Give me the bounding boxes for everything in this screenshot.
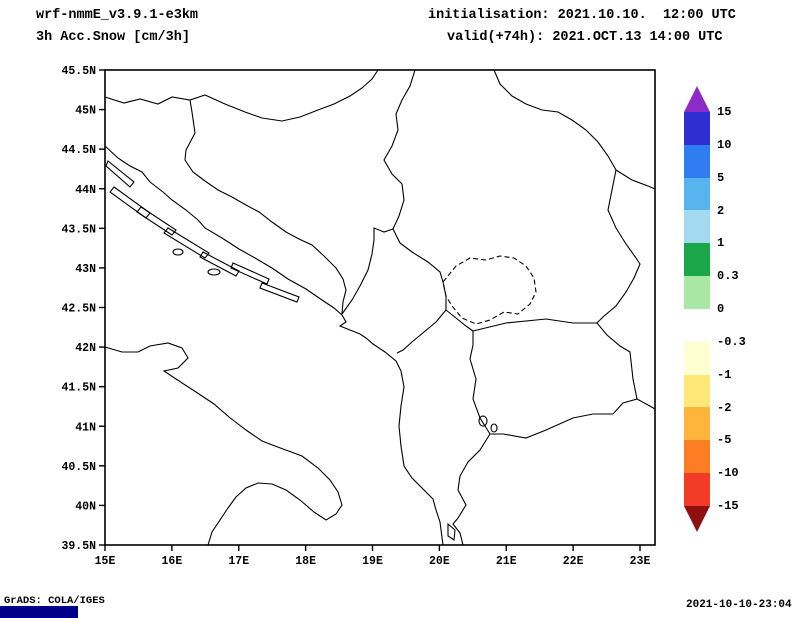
grads-credit: GrADS: COLA/IGES [4,595,105,607]
valid-time-label: valid(+74h): 2021.OCT.13 14:00 UTC [447,30,723,45]
border-kosovo [442,255,537,325]
colorbar-label: 2 [717,203,725,218]
coastline-italy [104,342,343,546]
border-serbia-east [493,69,641,324]
y-tick-label: 45.5N [61,65,96,78]
colorbar-label: 5 [717,170,725,185]
init-time-label: initialisation: 2021.10.10. 12:00 UTC [428,8,736,23]
x-tick-label: 17E [228,555,249,568]
x-tick-label: 15E [95,555,116,568]
island [259,282,300,303]
colorbar-segment [684,210,710,244]
grads-logo-bar [0,606,78,618]
y-tick-label: 45N [75,105,96,118]
colorbar-label: -10 [717,466,739,481]
island [230,262,270,285]
colorbar-label: -5 [717,433,732,448]
axis-ticks: 15E 16E 17E 18E 19E 20E 21E 22E 23E 45.5N 45N 44.5N… [61,65,650,568]
border-bosnia-west [184,99,347,315]
y-tick-label: 43.5N [61,223,96,236]
border-danube-east [615,169,656,190]
x-tick-label: 19E [362,555,383,568]
x-tick-label: 16E [162,555,183,568]
colorbar-segment [684,276,710,309]
x-tick-label: 20E [429,555,450,568]
island-corfu [447,522,456,541]
colorbar [684,86,710,532]
island [109,186,151,219]
lake [490,423,498,433]
y-tick-label: 41.5N [61,382,96,395]
colorbar-segment [684,144,710,178]
y-tick-label: 41N [75,421,96,434]
creation-timestamp: 2021-10-10-23:04 [686,599,792,611]
x-tick-label: 18E [295,555,316,568]
border-greece-east [636,398,656,410]
x-tick-label: 22E [563,555,584,568]
colorbar-segment [684,440,710,474]
y-tick-label: 39.5N [61,540,96,553]
x-tick-label: 21E [496,555,517,568]
island [163,227,210,259]
island [172,248,184,256]
colorbar-segment [684,473,710,506]
colorbar-label: 10 [717,137,732,152]
colorbar-segment [684,177,710,211]
colorbar-label: 0.3 [717,269,739,284]
y-tick-label: 44N [75,184,96,197]
y-tick-label: 44.5N [61,144,96,157]
y-tick-label: 43N [75,263,96,276]
island [105,160,135,188]
colorbar-segment [684,341,710,375]
colorbar-label: 0 [717,302,725,316]
island [136,206,177,236]
island [207,268,221,276]
colorbar-segment [684,374,710,408]
border-drina [383,69,444,283]
y-tick-label: 40N [75,500,96,513]
colorbar-label: -0.3 [717,334,746,349]
colorbar-segment [684,308,710,342]
island [199,251,240,277]
x-tick-label: 23E [630,555,651,568]
colorbar-label: -2 [717,400,732,415]
y-tick-label: 40.5N [61,461,96,474]
model-title: wrf-nmmE_v3.9.1-e3km [36,8,199,23]
coastline-adriatic [104,145,444,546]
border-albania-kosovo [445,309,474,332]
colorbar-segment [684,112,710,145]
border-montenegro-albania [396,281,447,354]
border-north [104,69,379,122]
colorbar-label: 1 [717,236,725,251]
plot-frame [104,69,656,546]
border-montenegro-north [341,227,394,315]
colorbar-label: -15 [717,499,739,513]
border-macedonia [469,318,638,439]
lake [478,415,488,427]
map-geography [104,69,656,546]
field-title: 3h Acc.Snow [cm/3h] [36,30,190,45]
colorbar-label: 15 [717,105,732,119]
colorbar-arrow-bottom [684,505,710,532]
colorbar-label: -1 [717,367,732,382]
colorbar-arrow-top [684,86,710,112]
colorbar-segment [684,407,710,441]
y-tick-label: 42N [75,342,96,355]
colorbar-segment [684,243,710,277]
y-tick-label: 42.5N [61,303,96,316]
border-albania-greece [452,433,491,546]
